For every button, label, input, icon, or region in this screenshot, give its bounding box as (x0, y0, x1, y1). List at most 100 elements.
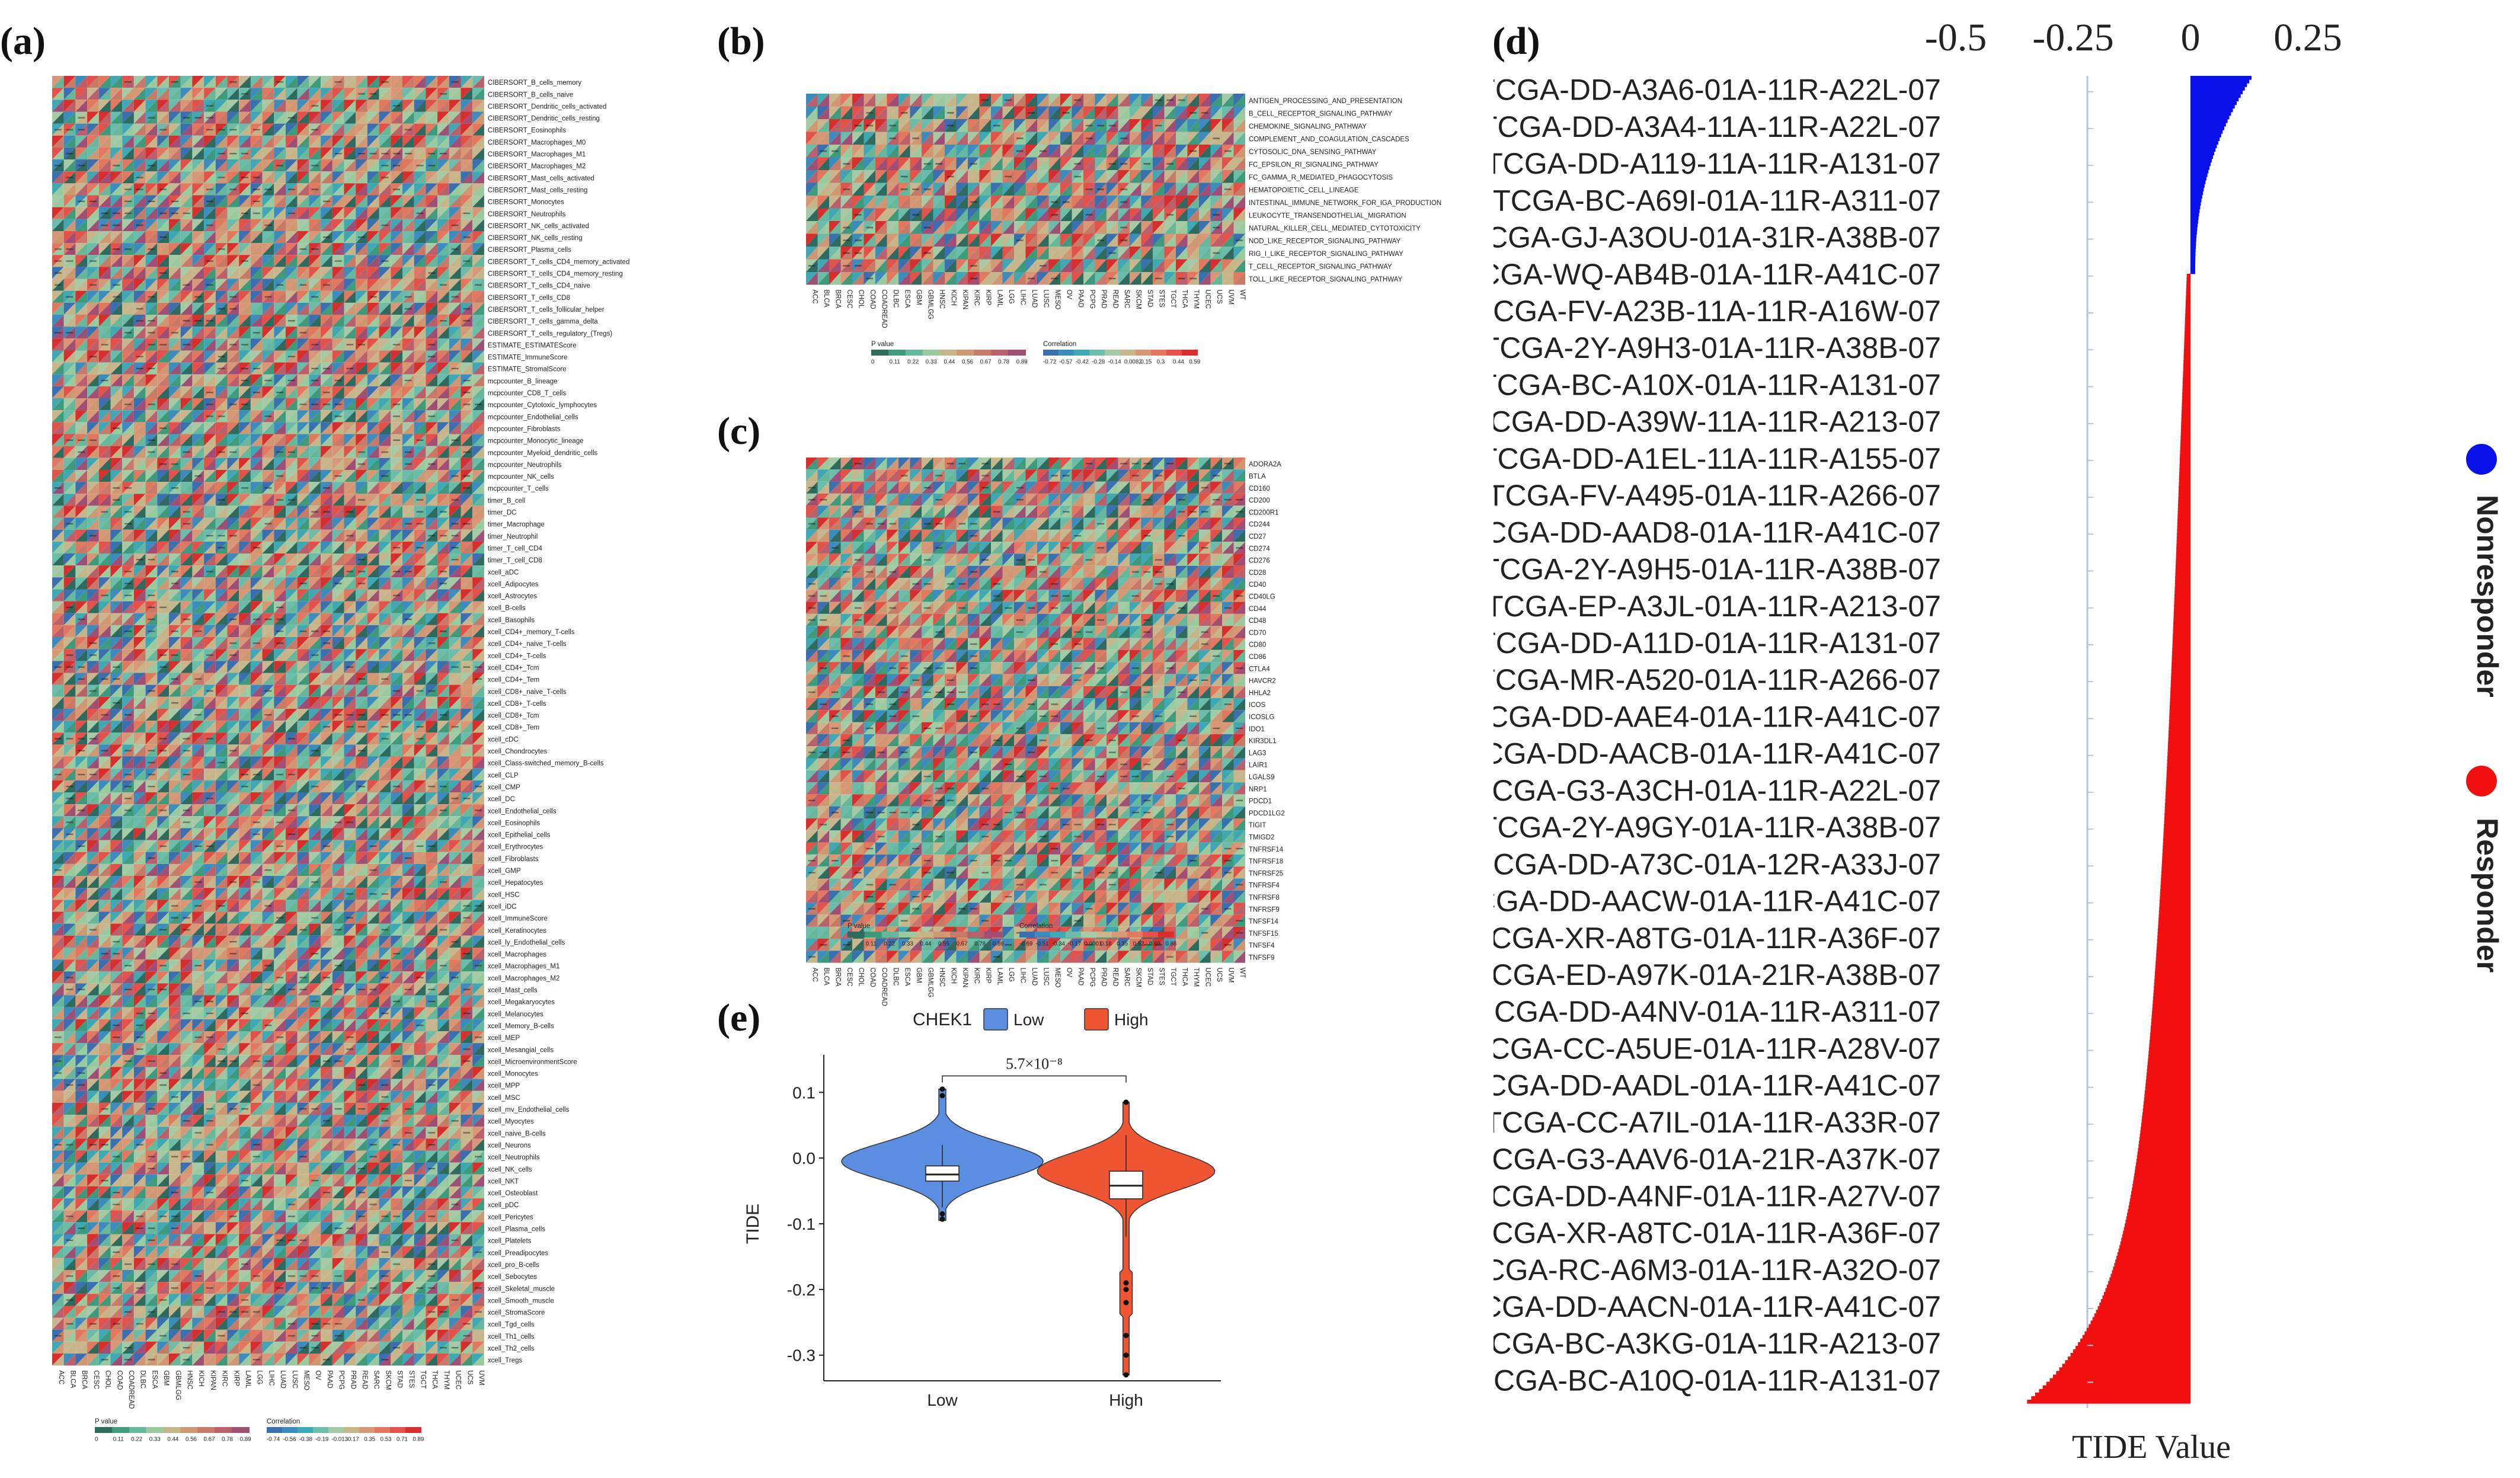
cell-significance-mark (183, 810, 190, 811)
cell-correlation (122, 482, 134, 494)
cell-correlation (145, 732, 158, 745)
cell-correlation (391, 207, 402, 219)
cell-correlation (110, 708, 123, 721)
cell-pvalue (63, 315, 76, 327)
cell-pvalue (227, 780, 239, 792)
cell-correlation (110, 804, 123, 817)
cell-pvalue (157, 183, 169, 196)
cell-pvalue (63, 506, 76, 518)
cell-correlation (215, 768, 228, 780)
cell-pvalue (180, 494, 193, 506)
cell-pvalue (309, 625, 321, 638)
cell-pvalue (379, 780, 391, 792)
cell-correlation (87, 410, 99, 423)
cell-correlation (356, 338, 367, 351)
cell-pvalue (87, 804, 99, 817)
cell-pvalue (414, 422, 426, 434)
cell-correlation (344, 744, 356, 757)
cell-correlation (157, 601, 169, 613)
cell-significance-mark (183, 344, 190, 345)
cell-pvalue (449, 541, 461, 554)
cell-correlation (87, 565, 99, 578)
cell-correlation (75, 517, 88, 530)
cell-pvalue (391, 88, 402, 100)
cell-pvalue (250, 422, 263, 434)
cell-pvalue (297, 171, 309, 184)
cell-pvalue (63, 780, 76, 792)
cell-pvalue (262, 159, 274, 172)
cell-pvalue (391, 446, 402, 458)
cell-correlation (414, 744, 426, 757)
cell-correlation (321, 374, 332, 386)
cell-significance-mark (101, 750, 108, 751)
cell-significance-mark (124, 188, 132, 190)
cell-correlation (75, 219, 88, 231)
cell-pvalue (309, 398, 321, 411)
cell-pvalue (204, 422, 216, 434)
cell-pvalue (309, 135, 321, 148)
cell-significance-mark (323, 284, 330, 286)
cell-correlation (227, 732, 239, 745)
cell-pvalue (262, 338, 274, 351)
cell-correlation (344, 541, 356, 554)
cell-pvalue (321, 219, 332, 231)
cell-correlation (286, 255, 298, 267)
cell-correlation (87, 255, 99, 267)
cell-pvalue (262, 565, 274, 578)
cell-pvalue (402, 661, 414, 673)
cell-correlation (250, 410, 263, 423)
cell-pvalue (75, 255, 88, 267)
cell-significance-mark (463, 236, 471, 238)
cell-pvalue (75, 708, 88, 721)
cell-correlation (239, 243, 251, 255)
cell-pvalue (344, 207, 356, 219)
cell-significance-mark (218, 129, 225, 131)
cell-correlation (262, 517, 274, 530)
cell-pvalue (98, 649, 111, 661)
cell-pvalue (227, 243, 239, 255)
cell-pvalue (192, 100, 204, 112)
cell-correlation (274, 231, 286, 244)
cell-significance-mark (171, 332, 178, 334)
cell-significance-mark (89, 654, 97, 656)
cell-significance-mark (89, 642, 97, 644)
cell-correlation (215, 255, 228, 267)
cell-pvalue (133, 649, 146, 661)
cell-pvalue (460, 649, 473, 661)
cell-pvalue (239, 458, 251, 470)
cell-pvalue (75, 494, 88, 506)
cell-correlation (309, 780, 321, 792)
cell-correlation (460, 434, 473, 446)
cell-pvalue (110, 135, 123, 148)
cell-correlation (262, 302, 274, 315)
cell-correlation (262, 327, 274, 339)
cell-pvalue (63, 195, 76, 207)
cell-pvalue (274, 625, 286, 638)
cell-correlation (122, 362, 134, 375)
cell-pvalue (122, 768, 134, 780)
cell-correlation (332, 279, 344, 291)
cell-significance-mark (276, 773, 284, 776)
cell-correlation (449, 267, 461, 279)
cell-pvalue (110, 350, 123, 363)
cell-pvalue (472, 577, 484, 590)
cell-correlation (379, 517, 391, 530)
cell-pvalue (63, 327, 76, 339)
cell-pvalue (402, 327, 414, 339)
cell-pvalue (169, 255, 181, 267)
cell-correlation (239, 195, 251, 207)
cell-correlation (180, 637, 193, 650)
cell-correlation (309, 744, 321, 757)
cell-pvalue (426, 469, 438, 482)
cell-pvalue (472, 171, 484, 184)
cell-pvalue (460, 159, 473, 172)
cell-pvalue (75, 637, 88, 650)
cell-pvalue (63, 625, 76, 638)
cell-significance-mark (124, 511, 132, 513)
cell-correlation (367, 768, 379, 780)
cell-correlation (52, 231, 64, 244)
cell-correlation (215, 243, 228, 255)
cell-pvalue (321, 577, 332, 590)
cell-pvalue (169, 804, 181, 817)
cell-pvalue (98, 135, 111, 148)
